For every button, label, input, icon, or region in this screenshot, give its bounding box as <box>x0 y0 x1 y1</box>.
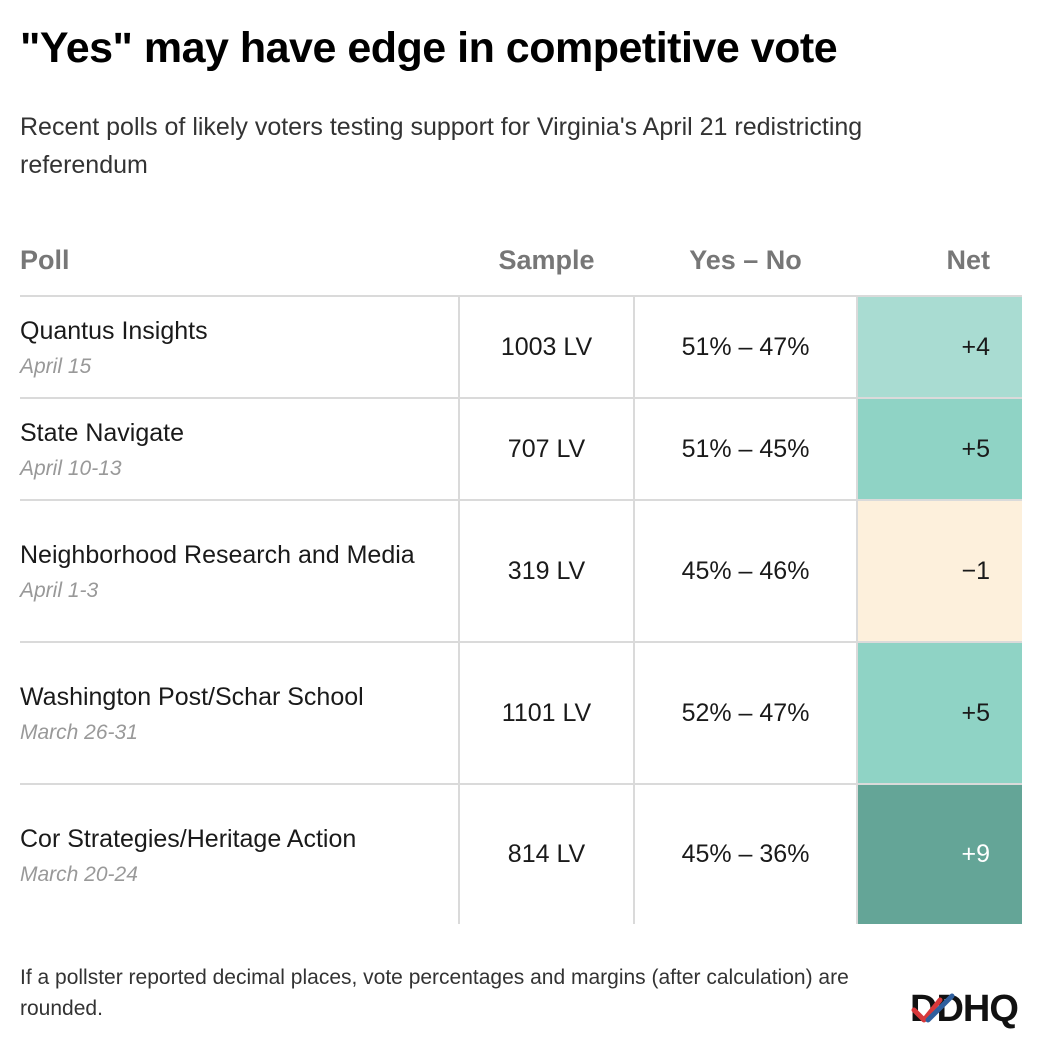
polls-table: Poll Sample Yes – No Net Quantus Insight… <box>20 226 1022 924</box>
column-header-sample: Sample <box>459 226 634 297</box>
yes-no-cell: 45% – 46% <box>634 500 858 643</box>
net-cell: +9 <box>857 784 1022 924</box>
yes-no-cell: 51% – 45% <box>634 398 858 501</box>
table-header-row: Poll Sample Yes – No Net <box>20 226 1022 297</box>
poll-cell: Neighborhood Research and Media April 1-… <box>20 500 460 643</box>
table-row: Washington Post/Schar School March 26-31… <box>20 642 1022 785</box>
poll-cell: Washington Post/Schar School March 26-31 <box>20 642 460 785</box>
poll-cell: Cor Strategies/Heritage Action March 20-… <box>20 784 460 924</box>
sample-cell: 319 LV <box>459 500 635 643</box>
poll-date: April 10-13 <box>20 457 122 480</box>
pollster-name: Neighborhood Research and Media <box>20 541 415 569</box>
column-header-net: Net <box>857 226 1022 297</box>
chart-subtitle: Recent polls of likely voters testing su… <box>20 113 863 179</box>
poll-date: March 20-24 <box>20 862 138 886</box>
chart-title: "Yes" may have edge in competitive vote <box>20 24 838 72</box>
yes-no-cell: 51% – 47% <box>634 296 858 399</box>
table-row: Cor Strategies/Heritage Action March 20-… <box>20 784 1022 924</box>
poll-date: March 26-31 <box>20 721 138 744</box>
yes-no-cell: 45% – 36% <box>634 784 858 924</box>
table-row: State Navigate April 10-13 707 LV 51% – … <box>20 398 1022 501</box>
sample-cell: 814 LV <box>459 784 635 924</box>
footnote: If a pollster reported decimal places, v… <box>20 966 849 1020</box>
yes-no-cell: 52% – 47% <box>634 642 858 785</box>
net-cell: +4 <box>857 296 1022 399</box>
sample-cell: 1101 LV <box>459 642 635 785</box>
pollster-name: Washington Post/Schar School <box>20 683 364 711</box>
column-header-yes-no: Yes – No <box>634 226 857 297</box>
pollster-name: State Navigate <box>20 419 184 447</box>
poll-cell: Quantus Insights April 15 <box>20 296 460 399</box>
net-cell: +5 <box>857 398 1022 501</box>
checkmark-logo-icon <box>911 993 955 1023</box>
sample-cell: 707 LV <box>459 398 635 501</box>
table-row: Neighborhood Research and Media April 1-… <box>20 500 1022 643</box>
pollster-name: Quantus Insights <box>20 317 208 345</box>
ddhq-logo: DDHQ <box>910 986 1024 1032</box>
logo-text: DDHQ <box>910 988 1019 1030</box>
table-row: Quantus Insights April 15 1003 LV 51% – … <box>20 296 1022 399</box>
column-header-poll: Poll <box>20 226 459 297</box>
pollster-name: Cor Strategies/Heritage Action <box>20 824 357 853</box>
sample-cell: 1003 LV <box>459 296 635 399</box>
poll-date: April 15 <box>20 355 92 378</box>
poll-cell: State Navigate April 10-13 <box>20 398 460 501</box>
net-cell: −1 <box>857 500 1022 643</box>
net-cell: +5 <box>857 642 1022 785</box>
poll-date: April 1-3 <box>20 579 99 602</box>
